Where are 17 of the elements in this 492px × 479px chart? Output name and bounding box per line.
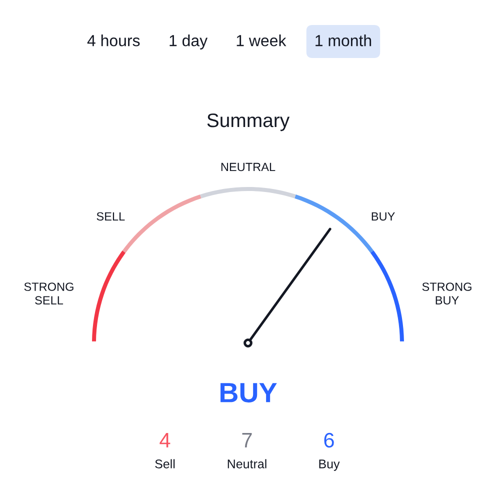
slice-label: SELL <box>96 212 125 221</box>
category-label: 4 hours <box>87 34 140 46</box>
category-label: 1 month <box>316 34 372 46</box>
slice-label: BUY <box>372 212 395 221</box>
data-label: 6 <box>324 432 334 448</box>
category-label: Buy <box>319 460 340 471</box>
slice-label: STRONG BUY <box>422 282 472 305</box>
category-label: 1 day <box>170 34 208 50</box>
category-label: Neutral <box>228 459 266 468</box>
category-label: 1 week <box>236 34 286 46</box>
text: BUY <box>220 383 277 402</box>
slice-label: STRONG SELL <box>24 282 74 305</box>
category-label: Sell <box>155 459 175 468</box>
data-label: 7 <box>242 433 252 448</box>
chart-title: Summary <box>207 113 290 132</box>
slice-label: NEUTRAL <box>221 162 276 172</box>
data-label: 4 <box>160 433 170 448</box>
